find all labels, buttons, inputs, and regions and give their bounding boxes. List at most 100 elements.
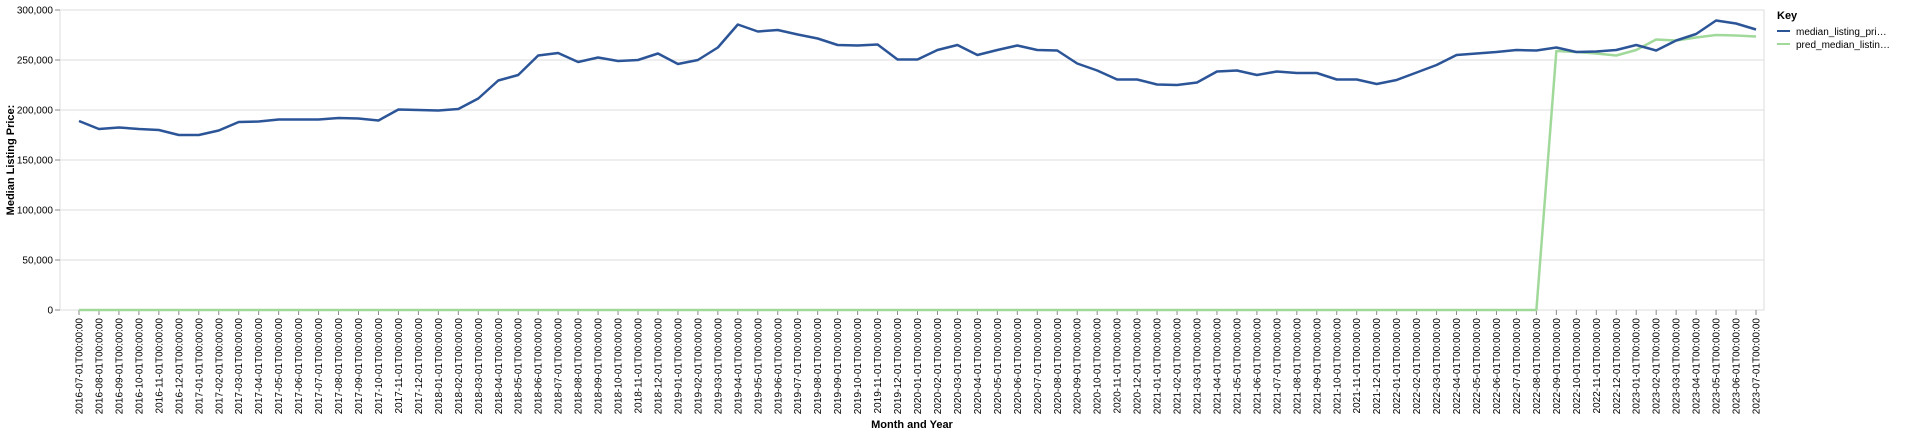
x-tick-label: 2023-05-01T00:00:00 bbox=[1712, 318, 1723, 415]
x-tick-label: 2017-06-01T00:00:00 bbox=[294, 318, 305, 415]
x-tick-label: 2018-04-01T00:00:00 bbox=[494, 318, 505, 415]
x-tick-label: 2017-10-01T00:00:00 bbox=[374, 318, 385, 415]
x-tick-label: 2017-04-01T00:00:00 bbox=[254, 318, 265, 415]
x-tick-label: 2019-05-01T00:00:00 bbox=[753, 318, 764, 415]
x-tick-label: 2016-07-01T00:00:00 bbox=[75, 318, 86, 415]
x-tick-label: 2017-02-01T00:00:00 bbox=[214, 318, 225, 415]
x-tick-label: 2019-02-01T00:00:00 bbox=[693, 318, 704, 415]
x-tick-label: 2016-09-01T00:00:00 bbox=[114, 318, 125, 415]
y-tick-label: 250,000 bbox=[17, 56, 54, 67]
x-tick-label: 2017-08-01T00:00:00 bbox=[334, 318, 345, 415]
x-tick-label: 2020-05-01T00:00:00 bbox=[993, 318, 1004, 415]
x-tick-label: 2016-12-01T00:00:00 bbox=[174, 318, 185, 415]
x-tick-label: 2022-06-01T00:00:00 bbox=[1492, 318, 1503, 415]
x-tick-label: 2020-09-01T00:00:00 bbox=[1073, 318, 1084, 415]
x-tick-label: 2022-05-01T00:00:00 bbox=[1472, 318, 1483, 415]
legend-title: Key bbox=[1777, 10, 1798, 22]
x-tick-label: 2019-11-01T00:00:00 bbox=[873, 318, 884, 414]
x-tick-label: 2016-10-01T00:00:00 bbox=[134, 318, 145, 415]
x-tick-label: 2021-09-01T00:00:00 bbox=[1312, 318, 1323, 415]
legend: Key median_listing_pri… pred_median_list… bbox=[1777, 10, 1890, 51]
x-tick-label: 2020-12-01T00:00:00 bbox=[1133, 318, 1144, 415]
x-tick-label: 2018-07-01T00:00:00 bbox=[554, 318, 565, 415]
x-tick-label: 2021-02-01T00:00:00 bbox=[1173, 318, 1184, 415]
y-tick-label: 100,000 bbox=[17, 206, 54, 217]
x-tick-label: 2018-01-01T00:00:00 bbox=[434, 318, 445, 415]
x-tick-label: 2022-02-01T00:00:00 bbox=[1412, 318, 1423, 415]
x-tick-label: 2021-08-01T00:00:00 bbox=[1292, 318, 1303, 415]
x-tick-label: 2023-06-01T00:00:00 bbox=[1732, 318, 1743, 415]
x-tick-label: 2019-04-01T00:00:00 bbox=[733, 318, 744, 415]
x-tick-label: 2019-07-01T00:00:00 bbox=[793, 318, 804, 415]
x-tick-label: 2017-09-01T00:00:00 bbox=[354, 318, 365, 415]
x-tick-label: 2017-07-01T00:00:00 bbox=[314, 318, 325, 415]
x-tick-label: 2018-11-01T00:00:00 bbox=[634, 318, 645, 414]
x-axis-title: Month and Year bbox=[871, 419, 953, 431]
x-tick-label: 2020-04-01T00:00:00 bbox=[973, 318, 984, 415]
x-tick-label: 2018-05-01T00:00:00 bbox=[514, 318, 525, 415]
x-tick-label: 2017-01-01T00:00:00 bbox=[194, 318, 205, 415]
x-tick-label: 2021-04-01T00:00:00 bbox=[1212, 318, 1223, 415]
legend-item-median: median_listing_pri… bbox=[1777, 27, 1887, 38]
y-tick-label: 150,000 bbox=[17, 156, 54, 167]
x-tick-label: 2016-08-01T00:00:00 bbox=[94, 318, 105, 415]
x-tick-label: 2023-04-01T00:00:00 bbox=[1692, 318, 1703, 415]
legend-item-pred: pred_median_listin… bbox=[1777, 40, 1890, 51]
x-tick-label: 2017-03-01T00:00:00 bbox=[234, 318, 245, 415]
x-tick-label: 2023-07-01T00:00:00 bbox=[1752, 318, 1763, 415]
y-tick-label: 0 bbox=[47, 306, 53, 317]
x-tick-label: 2018-03-01T00:00:00 bbox=[474, 318, 485, 415]
x-tick-label: 2017-05-01T00:00:00 bbox=[274, 318, 285, 415]
x-tick-label: 2020-03-01T00:00:00 bbox=[953, 318, 964, 415]
x-tick-label: 2020-08-01T00:00:00 bbox=[1053, 318, 1064, 415]
x-tick-label: 2021-07-01T00:00:00 bbox=[1272, 318, 1283, 415]
x-tick-label: 2018-09-01T00:00:00 bbox=[594, 318, 605, 415]
x-tick-label: 2019-10-01T00:00:00 bbox=[853, 318, 864, 415]
x-tick-label: 2023-03-01T00:00:00 bbox=[1672, 318, 1683, 415]
x-tick-label: 2023-02-01T00:00:00 bbox=[1652, 318, 1663, 415]
x-tick-label: 2022-08-01T00:00:00 bbox=[1532, 318, 1543, 415]
x-tick-label: 2019-09-01T00:00:00 bbox=[833, 318, 844, 415]
x-tick-label: 2022-04-01T00:00:00 bbox=[1452, 318, 1463, 415]
x-tick-label: 2020-10-01T00:00:00 bbox=[1093, 318, 1104, 415]
x-tick-label: 2016-11-01T00:00:00 bbox=[154, 318, 165, 414]
y-axis-title: Median Listing Price: bbox=[5, 105, 17, 216]
x-tick-label: 2020-01-01T00:00:00 bbox=[913, 318, 924, 415]
x-tick-label: 2019-06-01T00:00:00 bbox=[773, 318, 784, 415]
x-tick-label: 2022-10-01T00:00:00 bbox=[1572, 318, 1583, 415]
y-axis: 0 50,000 100,000 150,000 200,000 250,000 300,0… bbox=[17, 6, 60, 317]
x-tick-label: 2022-07-01T00:00:00 bbox=[1512, 318, 1523, 415]
x-tick-label: 2021-03-01T00:00:00 bbox=[1193, 318, 1204, 415]
y-tick-label: 300,000 bbox=[17, 6, 54, 17]
x-tick-label: 2019-08-01T00:00:00 bbox=[813, 318, 824, 415]
x-tick-label: 2021-05-01T00:00:00 bbox=[1232, 318, 1243, 415]
y-tick-label: 50,000 bbox=[22, 256, 53, 267]
x-tick-label: 2020-02-01T00:00:00 bbox=[933, 318, 944, 415]
x-tick-label: 2018-12-01T00:00:00 bbox=[653, 318, 664, 415]
x-tick-label: 2020-07-01T00:00:00 bbox=[1033, 318, 1044, 415]
x-tick-label: 2019-12-01T00:00:00 bbox=[893, 318, 904, 415]
x-tick-label: 2019-01-01T00:00:00 bbox=[673, 318, 684, 415]
x-tick-label: 2018-06-01T00:00:00 bbox=[534, 318, 545, 415]
x-tick-label: 2018-02-01T00:00:00 bbox=[454, 318, 465, 415]
series-line-median bbox=[78, 19, 1757, 137]
x-tick-label: 2021-10-01T00:00:00 bbox=[1332, 318, 1343, 415]
series-lines bbox=[78, 19, 1757, 312]
x-tick-label: 2017-12-01T00:00:00 bbox=[414, 318, 425, 415]
x-tick-label: 2018-10-01T00:00:00 bbox=[614, 318, 625, 415]
x-axis: 2016-07-01T00:00:00 2016-08-01T00:00:00 20… bbox=[75, 310, 1763, 414]
x-tick-label: 2022-12-01T00:00:00 bbox=[1612, 318, 1623, 415]
legend-label-pred: pred_median_listin… bbox=[1796, 40, 1890, 51]
y-tick-label: 200,000 bbox=[17, 106, 54, 117]
series-line-pred bbox=[79, 33, 1757, 312]
x-tick-label: 2023-01-01T00:00:00 bbox=[1632, 318, 1643, 415]
x-tick-label: 2020-11-01T00:00:00 bbox=[1113, 318, 1124, 414]
x-tick-label: 2019-03-01T00:00:00 bbox=[713, 318, 724, 415]
x-tick-label: 2017-11-01T00:00:00 bbox=[394, 318, 405, 414]
x-tick-label: 2022-11-01T00:00:00 bbox=[1592, 318, 1603, 414]
x-tick-label: 2021-11-01T00:00:00 bbox=[1352, 318, 1363, 414]
x-tick-label: 2022-03-01T00:00:00 bbox=[1432, 318, 1443, 415]
x-tick-label: 2021-06-01T00:00:00 bbox=[1252, 318, 1263, 415]
x-tick-label: 2021-01-01T00:00:00 bbox=[1153, 318, 1164, 415]
